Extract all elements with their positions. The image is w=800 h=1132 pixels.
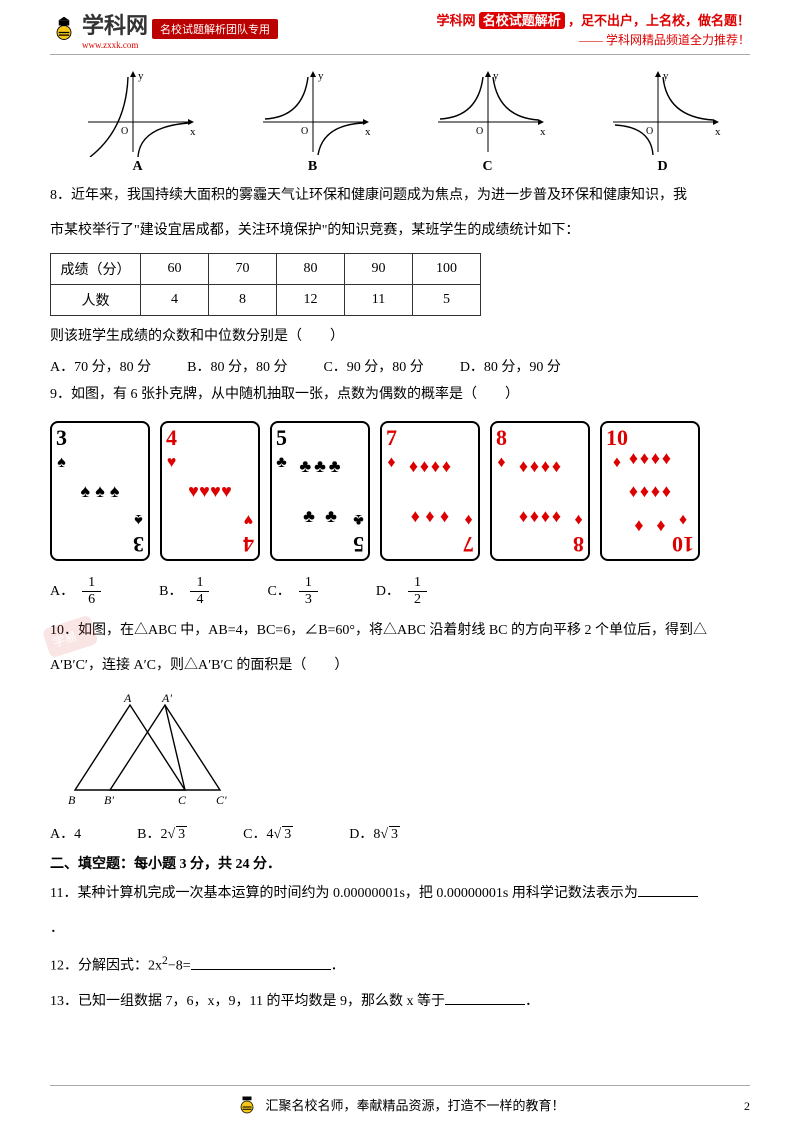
- q8-line1: 8．近年来，我国持续大面积的雾霾天气让环保和健康问题成为焦点，为进一步普及环保和…: [50, 181, 750, 212]
- graph-a: x y O A: [78, 67, 198, 175]
- card-4: 4♥♥♥♥♥4♥: [160, 421, 260, 561]
- svg-text:B: B: [68, 793, 76, 807]
- q13: 13．已知一组数据 7，6，x，9，11 的平均数是 9，那么数 x 等于．: [50, 987, 750, 1018]
- hdr-slogan: ，足不出户，上名校，做名题！: [568, 13, 750, 28]
- q9-options: A．16 B．14 C．13 D．12: [50, 575, 750, 608]
- svg-text:O: O: [476, 126, 483, 137]
- svg-text:A': A': [161, 691, 172, 705]
- graph-d: x y O D: [603, 67, 723, 175]
- card-3: 3♠♠♠♠3♠: [50, 421, 150, 561]
- svg-text:C': C': [216, 793, 227, 807]
- q9-opt-3: D．12: [376, 575, 427, 608]
- table-row: 人数 4 8 12 11 5: [51, 284, 481, 315]
- logo-text: 学科网: [82, 8, 148, 40]
- q11-end: ．: [50, 914, 750, 945]
- q10-line1: 10．如图，在△ABC 中，AB=4，BC=6，∠B=60°，将△ABC 沿着射…: [50, 616, 750, 647]
- logo-url: www.zxxk.com: [82, 40, 148, 50]
- q12: 12．分解因式：2x2−8=．: [50, 948, 750, 982]
- q10-opt-d: D．83: [349, 823, 400, 843]
- svg-text:O: O: [301, 126, 308, 137]
- blank: [638, 883, 698, 897]
- q10-options: A．4 B．23 C．43 D．83: [50, 823, 750, 843]
- q8-line2: 市某校举行了"建设宜居成都，关注环境保护"的知识竞赛，某班学生的成绩统计如下：: [50, 216, 750, 247]
- table-row: 成绩（分） 60 70 80 90 100: [51, 253, 481, 284]
- card-8: 8♦♦♦♦♦♦♦♦♦8♦: [490, 421, 590, 561]
- q10-opt-a: A．4: [50, 823, 81, 843]
- th-score: 成绩（分）: [51, 253, 141, 284]
- q8-table: 成绩（分） 60 70 80 90 100 人数 4 8 12 11 5: [50, 253, 481, 316]
- q10-opt-c: C．43: [243, 823, 293, 843]
- page-number: 2: [744, 1099, 750, 1114]
- q8-opt-b: B．80 分，80 分: [187, 356, 287, 376]
- header-tag: 名校试题解析团队专用: [152, 19, 278, 39]
- q7-graph-row: x y O A x y O B x y O C: [50, 67, 750, 175]
- q8-opt-d: D．80 分，90 分: [460, 356, 561, 376]
- section2-header: 二、填空题：每小题 3 分，共 24 分．: [50, 853, 750, 873]
- q8-question: 则该班学生成绩的众数和中位数分别是（ ）: [50, 322, 750, 353]
- q8-options: A．70 分，80 分 B．80 分，80 分 C．90 分，80 分 D．80…: [50, 356, 750, 376]
- q9-text: 9．如图，有 6 张扑克牌，从中随机抽取一张，点数为偶数的概率是（ ）: [50, 380, 750, 411]
- hdr-recommend: —— 学科网精品频道全力推荐！: [436, 31, 750, 48]
- svg-text:x: x: [715, 126, 721, 138]
- hdr-brand: 学科网: [436, 13, 475, 28]
- svg-text:x: x: [540, 126, 546, 138]
- svg-text:O: O: [121, 126, 128, 137]
- bee-icon: [235, 1092, 259, 1116]
- q10-opt-b: B．23: [137, 823, 187, 843]
- th-count: 人数: [51, 284, 141, 315]
- q8-opt-c: C．90 分，80 分: [323, 356, 423, 376]
- svg-text:x: x: [190, 126, 196, 138]
- logo-block: 学科网 www.zxxk.com 名校试题解析团队专用: [50, 8, 278, 50]
- svg-text:y: y: [138, 70, 144, 82]
- card-7: 7♦♦♦♦♦♦♦♦7♦: [380, 421, 480, 561]
- svg-text:A: A: [123, 691, 132, 705]
- graph-a-label: A: [78, 159, 198, 175]
- svg-text:x: x: [365, 126, 371, 138]
- q11: 11．某种计算机完成一次基本运算的时间约为 0.00000001s，把 0.00…: [50, 879, 750, 910]
- q8-opt-a: A．70 分，80 分: [50, 356, 151, 376]
- q10-line2: A′B′C′，连接 A′C，则△A′B′C 的面积是（ ）: [50, 651, 750, 682]
- graph-b-label: B: [253, 159, 373, 175]
- page-footer: 汇聚名校名师，奉献精品资源，打造不一样的教育！ 2: [50, 1085, 750, 1116]
- q9-opt-1: B．14: [159, 575, 209, 608]
- graph-c: x y O C: [428, 67, 548, 175]
- card-5: 5♣♣♣♣♣♣5♣: [270, 421, 370, 561]
- graph-c-label: C: [428, 159, 548, 175]
- graph-b: x y O B: [253, 67, 373, 175]
- blank: [191, 956, 331, 970]
- svg-text:y: y: [318, 70, 324, 82]
- svg-text:B': B': [104, 793, 114, 807]
- hdr-badge: 名校试题解析: [479, 12, 565, 29]
- header-right: 学科网 名校试题解析 ，足不出户，上名校，做名题！ —— 学科网精品频道全力推荐…: [436, 10, 750, 48]
- card-10: 10♦♦♦♦♦♦♦♦♦♦♦10♦: [600, 421, 700, 561]
- q10-figure: A A' B B' C C': [50, 690, 750, 815]
- q9-opt-0: A．16: [50, 575, 101, 608]
- cards-row: 3♠♠♠♠3♠4♥♥♥♥♥4♥5♣♣♣♣♣♣5♣7♦♦♦♦♦♦♦♦7♦8♦♦♦♦…: [50, 421, 750, 561]
- blank: [445, 991, 525, 1005]
- footer-text: 汇聚名校名师，奉献精品资源，打造不一样的教育！: [265, 1095, 564, 1114]
- bee-icon: [50, 15, 78, 43]
- svg-text:C: C: [178, 793, 187, 807]
- svg-text:O: O: [646, 126, 653, 137]
- q9-opt-2: C．13: [267, 575, 317, 608]
- page-header: 学科网 www.zxxk.com 名校试题解析团队专用 学科网 名校试题解析 ，…: [50, 0, 750, 55]
- graph-d-label: D: [603, 159, 723, 175]
